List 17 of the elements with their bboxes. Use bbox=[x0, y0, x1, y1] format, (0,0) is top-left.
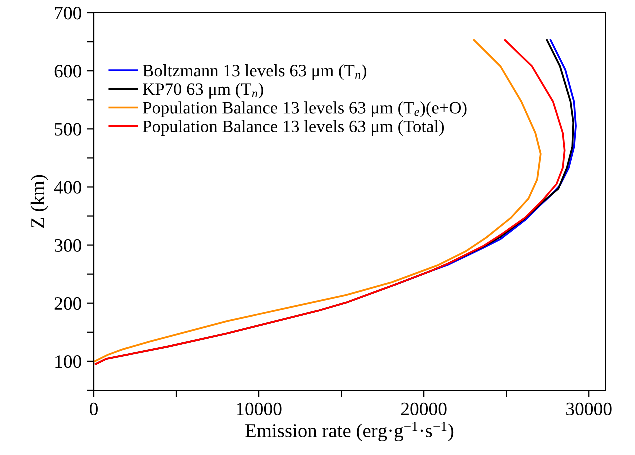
y-tick-label: 200 bbox=[54, 297, 82, 310]
y-tick-label: 600 bbox=[54, 65, 82, 78]
y-tick-label: 500 bbox=[55, 123, 82, 136]
legend-label: KP70 63 μm (T$_{n}$) bbox=[143, 83, 264, 99]
x-tick-label: 0 bbox=[90, 402, 98, 416]
y-tick-label: 100 bbox=[56, 356, 82, 368]
legend-label: Population Balance 13 levels 63 μm (Total) bbox=[143, 120, 444, 136]
x-axis-title: Emission rate (erg·g$^{−1}$·s$^{−1}$) bbox=[246, 422, 454, 442]
y-axis-title: Z (km) bbox=[30, 175, 49, 228]
x-tick-label: 10000 bbox=[237, 402, 282, 416]
y-tick-label: 400 bbox=[54, 181, 82, 194]
x-tick-label: 30000 bbox=[566, 402, 612, 416]
legend-label: Boltzmann 13 levels 63 μm (T$_{n}$) bbox=[143, 64, 367, 80]
y-tick-label: 700 bbox=[55, 7, 82, 20]
x-tick-label: 20000 bbox=[401, 402, 447, 416]
y-tick-label: 300 bbox=[54, 239, 82, 252]
legend-label: Population Balance 13 levels 63 μm (T$_{e}$)(e+O) bbox=[143, 102, 467, 118]
